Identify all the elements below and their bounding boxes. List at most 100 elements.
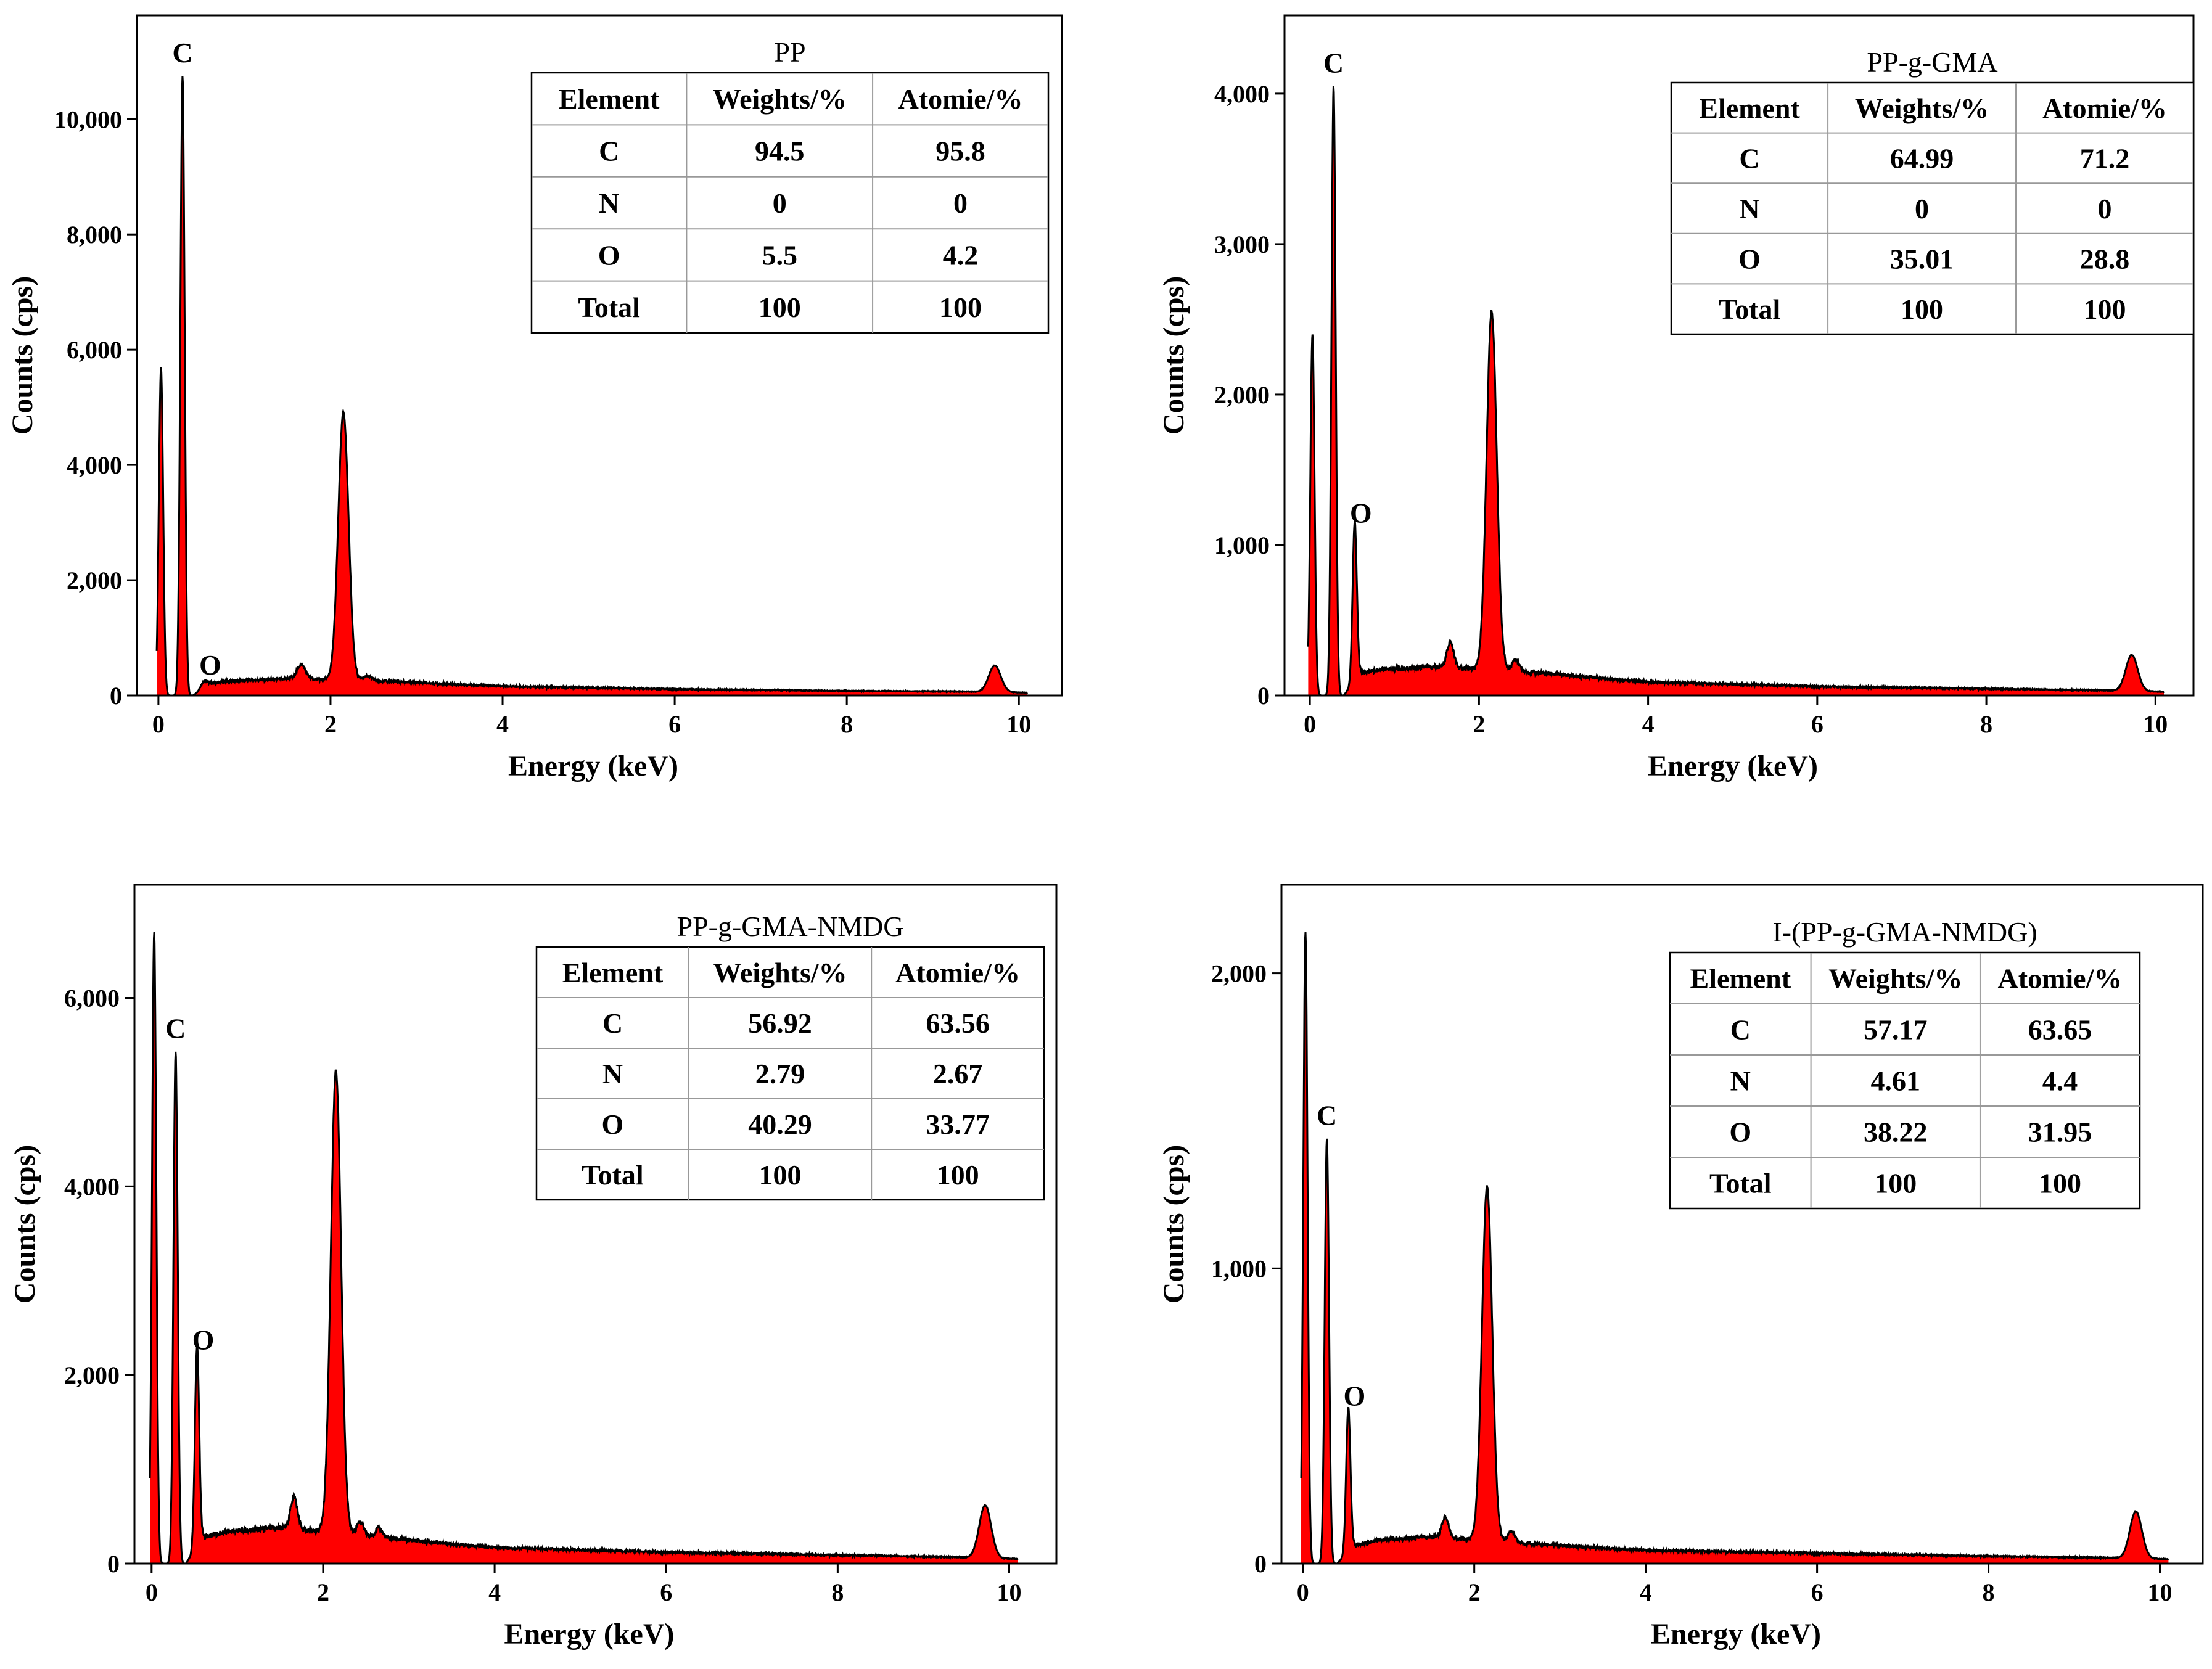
x-axis-title: Energy (keV) xyxy=(1648,750,1818,782)
composition-table: PP Element Weights/% Atomie/% C 94.5 95.8 N 0 0 O 5… xyxy=(530,36,1050,334)
x-tick-label: 8 xyxy=(1983,1578,1995,1606)
x-tick-label: 6 xyxy=(1811,710,1823,738)
table-cell: 100 xyxy=(2039,1168,2081,1199)
table-cell: 95.8 xyxy=(935,136,985,167)
spectrum-line xyxy=(149,932,1019,1565)
y-tick-label: 0 xyxy=(110,682,122,710)
table-cell: O xyxy=(1738,244,1761,275)
composition-table: I-(PP-g-GMA-NMDG) Element Weights/% Atomie/… xyxy=(1669,916,2141,1210)
spectrum-line xyxy=(1307,86,2165,697)
y-tick-label: 4,000 xyxy=(1214,80,1270,108)
x-tick-label: 0 xyxy=(146,1578,158,1606)
table-cell: Total xyxy=(582,1159,644,1191)
chart-panel-3: 0 2,000 4,000 6,000 0 2 4 6 8 10 Energy (keV) Count… xyxy=(9,884,1058,1651)
table-cell: 2.79 xyxy=(755,1058,805,1089)
peak-label-C: C xyxy=(165,1013,186,1044)
table-cell: 100 xyxy=(939,292,982,323)
x-tick-label: 10 xyxy=(997,1578,1022,1606)
table-header-cell: Weights/% xyxy=(1855,92,1989,124)
table-cell: C xyxy=(599,136,619,167)
x-tick-label: 10 xyxy=(2148,1578,2173,1606)
table-cell: 63.56 xyxy=(926,1007,990,1039)
x-tick-label: 4 xyxy=(1640,1578,1652,1606)
peak-label-O: O xyxy=(192,1324,215,1355)
table-frame xyxy=(1669,951,2141,1210)
table-cell: 94.5 xyxy=(755,136,805,167)
y-tick-label: 2,000 xyxy=(67,567,122,594)
table-cell: O xyxy=(598,239,620,271)
table-cell: 38.22 xyxy=(1864,1117,1928,1148)
plot-frame xyxy=(133,884,1058,1565)
y-tick-label: 0 xyxy=(107,1550,120,1578)
plot-frame xyxy=(1283,14,2195,697)
x-tick-label: 2 xyxy=(317,1578,329,1606)
table-cell: 100 xyxy=(759,292,801,323)
table-cell: 100 xyxy=(759,1159,802,1191)
y-tick-label: 1,000 xyxy=(1214,531,1270,559)
table-cell: 64.99 xyxy=(1890,142,1954,174)
table-cell: 0 xyxy=(953,187,968,219)
x-tick-label: 2 xyxy=(1473,710,1485,738)
x-tick-label: 8 xyxy=(831,1578,844,1606)
table-frame xyxy=(535,946,1045,1201)
peak-label-O: O xyxy=(1350,497,1372,528)
table-cell: 2.67 xyxy=(933,1058,983,1089)
x-axis-title: Energy (keV) xyxy=(508,750,678,782)
x-tick-label: 4 xyxy=(1642,710,1655,738)
sample-title: PP-g-GMA xyxy=(1867,46,1997,78)
x-tick-label: 0 xyxy=(1304,710,1316,738)
chart-panel-2: 0 1,000 2,000 3,000 4,000 0 2 4 6 8 10 Energy (keV)… xyxy=(1157,14,2195,782)
table-header-cell: Atomie/% xyxy=(1998,963,2123,994)
table-cell: 40.29 xyxy=(748,1109,812,1140)
x-tick-label: 6 xyxy=(1811,1578,1823,1606)
peak-label-C: C xyxy=(172,37,192,68)
y-tick-label: 8,000 xyxy=(67,221,122,248)
table-cell: 100 xyxy=(1901,293,1943,325)
table-header-cell: Element xyxy=(562,957,664,988)
spectrum-line xyxy=(155,76,1029,697)
peak-label-C: C xyxy=(1323,47,1344,79)
y-tick-label: 4,000 xyxy=(64,1173,120,1200)
table-cell: 33.77 xyxy=(926,1109,990,1140)
y-tick-label: 2,000 xyxy=(1211,960,1267,988)
table-cell: 5.5 xyxy=(762,239,797,271)
table-header-cell: Weights/% xyxy=(713,957,847,988)
y-tick-label: 3,000 xyxy=(1214,231,1270,258)
x-tick-label: 8 xyxy=(841,710,853,738)
x-tick-label: 2 xyxy=(324,710,337,738)
table-cell: 100 xyxy=(1874,1168,1917,1199)
y-axis-title: Counts (cps) xyxy=(9,1145,41,1303)
table-cell: C xyxy=(1730,1014,1751,1046)
y-tick-label: 2,000 xyxy=(1214,381,1270,409)
sample-title: I-(PP-g-GMA-NMDG) xyxy=(1772,916,2037,948)
x-tick-label: 2 xyxy=(1468,1578,1481,1606)
table-header-cell: Atomie/% xyxy=(2042,92,2167,124)
table-cell: N xyxy=(1730,1065,1751,1097)
x-tick-label: 6 xyxy=(668,710,681,738)
chart-panel-1: 0 2,000 4,000 6,000 8,000 10,000 0 2 4 6 8 10 Energy… xyxy=(6,14,1063,782)
y-tick-label: 10,000 xyxy=(54,105,122,133)
y-axis-title: Counts (cps) xyxy=(1157,276,1190,435)
x-tick-label: 8 xyxy=(1980,710,1992,738)
y-tick-label: 6,000 xyxy=(67,336,122,364)
table-cell: 71.2 xyxy=(2080,142,2130,174)
table-cell: 0 xyxy=(1915,193,1929,224)
spectrum-line xyxy=(1300,932,2169,1565)
x-tick-label: 10 xyxy=(2143,710,2168,738)
table-cell: N xyxy=(1739,193,1759,224)
composition-table: PP-g-GMA-NMDG Element Weights/% Atomie/% C 56… xyxy=(535,911,1045,1201)
y-tick-label: 0 xyxy=(1254,1550,1267,1578)
table-cell: 100 xyxy=(2084,293,2126,325)
x-tick-label: 0 xyxy=(152,710,165,738)
table-cell: 4.4 xyxy=(2042,1065,2078,1097)
table-frame xyxy=(1670,81,2195,335)
table-header-cell: Weights/% xyxy=(1828,963,1962,994)
x-tick-label: 0 xyxy=(1297,1578,1309,1606)
table-frame xyxy=(530,72,1050,334)
y-tick-label: 4,000 xyxy=(67,451,122,479)
table-header-cell: Atomie/% xyxy=(895,957,1020,988)
table-header-cell: Element xyxy=(1690,963,1791,994)
table-header-cell: Element xyxy=(559,83,660,115)
